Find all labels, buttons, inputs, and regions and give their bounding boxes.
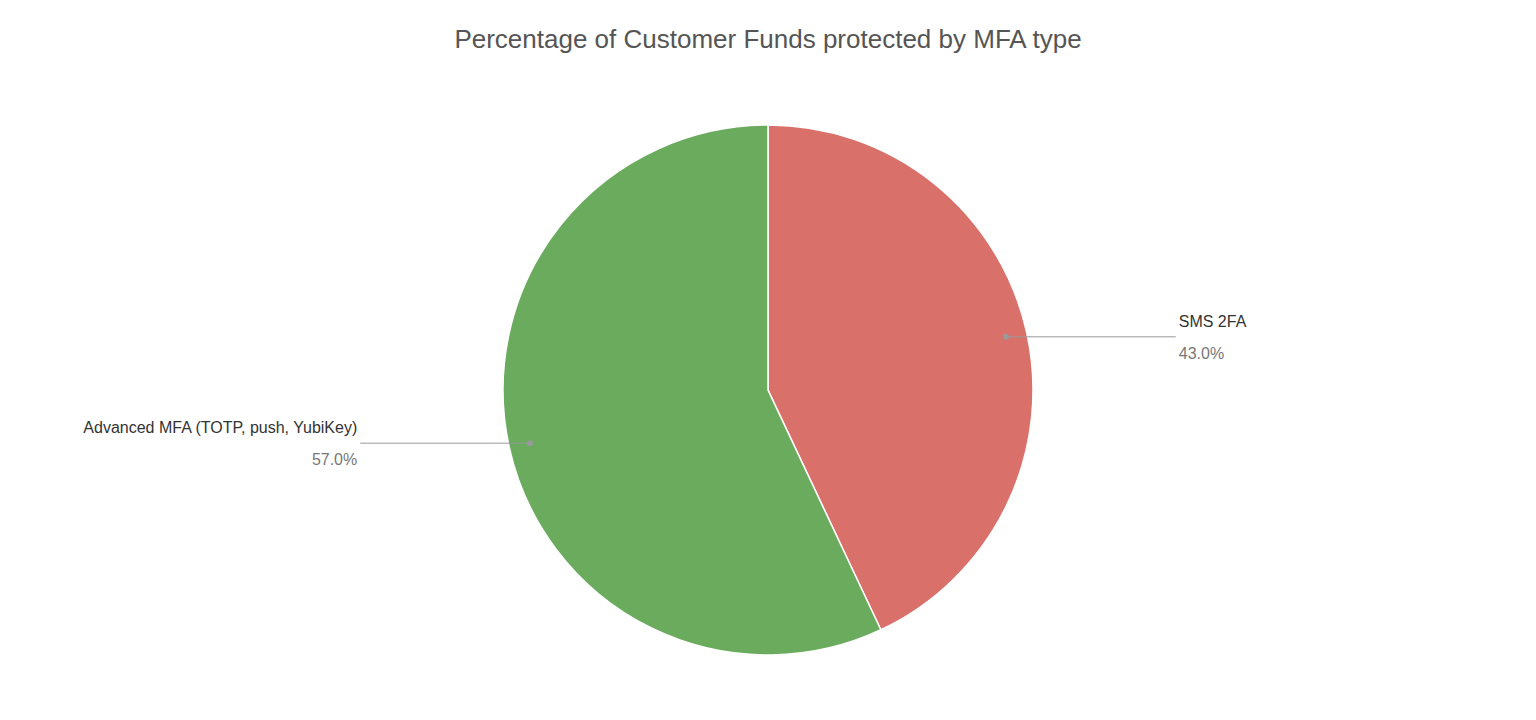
- leader-line: [360, 443, 530, 444]
- slice-label: Advanced MFA (TOTP, push, YubiKey): [83, 419, 357, 436]
- data-label: 43.0%: [1179, 345, 1224, 362]
- leader-line: [1006, 336, 1176, 337]
- leader-dot: [527, 440, 533, 446]
- leader-dot: [1003, 334, 1009, 340]
- data-label: 57.0%: [312, 451, 357, 468]
- chart-svg: Percentage of Customer Funds protected b…: [0, 0, 1536, 720]
- label-group: SMS 2FA 43.0% Advanced MFA (TOTP, push, Yu…: [83, 313, 1246, 468]
- chart-title: Percentage of Customer Funds protected b…: [454, 24, 1081, 54]
- pie-slice: [503, 125, 881, 655]
- pie-group: [503, 125, 1033, 655]
- slice-label: SMS 2FA: [1179, 313, 1247, 330]
